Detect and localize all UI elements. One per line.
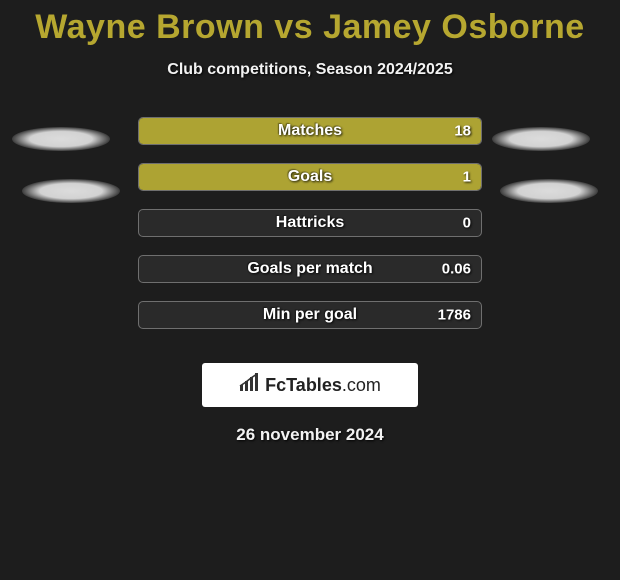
page-title: Wayne Brown vs Jamey Osborne	[0, 8, 620, 47]
player-shadow-right-top	[492, 127, 590, 151]
date-label: 26 november 2024	[0, 425, 620, 445]
comparison-card: Wayne Brown vs Jamey Osborne Club compet…	[0, 0, 620, 445]
stat-bar-label: Hattricks	[276, 214, 344, 232]
bar-chart-icon	[239, 373, 261, 398]
brand-text-bold: FcTables	[265, 375, 342, 395]
stat-bar: Matches 18	[138, 117, 482, 145]
player1-name: Wayne Brown	[35, 8, 264, 46]
stat-bar-value: 0	[463, 215, 471, 232]
stat-bar: Goals per match 0.06	[138, 255, 482, 283]
stat-bar-value: 1786	[438, 307, 471, 324]
stat-bars: Matches 18 Goals 1 Hattricks 0 Goals per…	[138, 117, 482, 347]
player-shadow-left-top	[12, 127, 110, 151]
stat-bar-label: Min per goal	[263, 306, 357, 324]
subtitle: Club competitions, Season 2024/2025	[0, 61, 620, 79]
brand-badge[interactable]: FcTables.com	[202, 363, 418, 407]
player-shadow-right-bot	[500, 179, 598, 203]
player2-name: Jamey Osborne	[323, 8, 585, 46]
stat-bar-label: Matches	[278, 122, 342, 140]
stat-bar-label: Goals	[288, 168, 332, 186]
stat-bar-value: 0.06	[442, 261, 471, 278]
vs-label: vs	[274, 8, 313, 46]
stats-arena: Matches 18 Goals 1 Hattricks 0 Goals per…	[0, 117, 620, 357]
stat-bar-value: 1	[463, 169, 471, 186]
stat-bar-label: Goals per match	[247, 260, 372, 278]
stat-bar: Goals 1	[138, 163, 482, 191]
stat-bar: Min per goal 1786	[138, 301, 482, 329]
player-shadow-left-bot	[22, 179, 120, 203]
stat-bar-value: 18	[454, 123, 471, 140]
brand-text: FcTables.com	[265, 375, 381, 396]
stat-bar: Hattricks 0	[138, 209, 482, 237]
brand-text-light: .com	[342, 375, 381, 395]
